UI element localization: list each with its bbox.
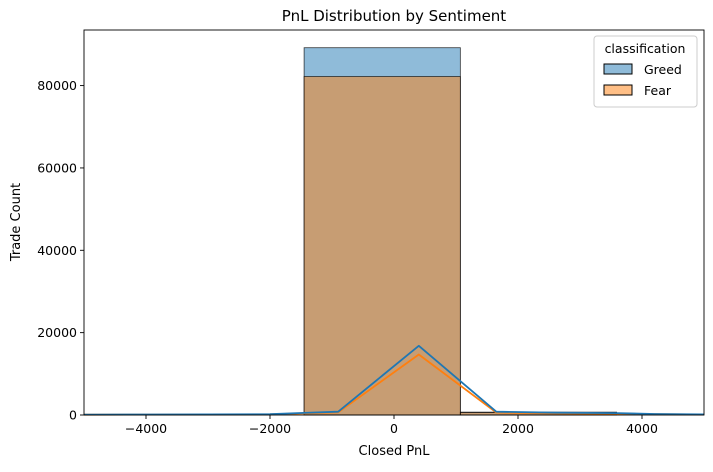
x-tick-label: 0 — [390, 421, 398, 436]
legend-swatch-fear — [603, 84, 633, 96]
y-tick-label: 0 — [69, 408, 77, 423]
x-axis-label: Closed PnL — [359, 444, 431, 459]
x-tick-label: 2000 — [502, 421, 534, 436]
y-tick-label: 80000 — [37, 78, 77, 93]
kde-line-greed — [83, 344, 705, 416]
legend-title: classification — [605, 41, 686, 56]
legend-label-fear: Fear — [644, 83, 672, 98]
legend-label-greed: Greed — [644, 62, 682, 77]
y-tick-label: 40000 — [37, 243, 77, 258]
x-tick-label: −4000 — [125, 421, 167, 436]
legend: classification Greed Fear — [593, 35, 698, 108]
x-tick-label: 4000 — [626, 421, 658, 436]
y-axis-label: Trade Count — [9, 183, 24, 262]
legend-swatch-greed — [603, 63, 633, 75]
chart-title: PnL Distribution by Sentiment — [282, 7, 507, 25]
y-tick-label: 60000 — [37, 160, 77, 175]
hist-bar-fear-0 — [303, 76, 461, 416]
y-tick-label: 20000 — [37, 325, 77, 340]
x-tick-label: −2000 — [249, 421, 291, 436]
